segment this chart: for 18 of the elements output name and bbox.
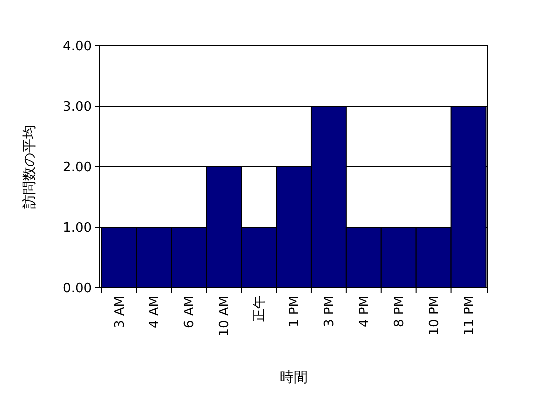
x-tick-label: 4 PM	[357, 296, 372, 328]
x-tick-label: 3 AM	[112, 296, 128, 329]
x-tick-label: 6 AM	[182, 296, 198, 329]
x-tick-label: 3 PM	[322, 296, 338, 328]
x-tick-label: 4 AM	[148, 296, 163, 329]
x-tick-label: 正午	[252, 296, 268, 322]
x-tick-label: 1 PM	[288, 296, 303, 328]
x-tick-label: 10 AM	[218, 296, 233, 337]
x-tick-label: 10 PM	[427, 296, 442, 336]
x-axis-title: 時間	[280, 370, 308, 386]
y-tick-label: 2.00	[63, 160, 92, 176]
x-tick-label: 8 PM	[392, 296, 408, 328]
y-tick-label: 0.00	[63, 282, 92, 297]
x-tick-label: 11 PM	[462, 296, 478, 336]
y-axis-title: 訪問数の平均	[22, 125, 38, 209]
y-tick-label: 4.00	[63, 40, 92, 55]
y-tick-label: 1.00	[63, 221, 92, 236]
y-tick-label: 3.00	[63, 100, 92, 116]
